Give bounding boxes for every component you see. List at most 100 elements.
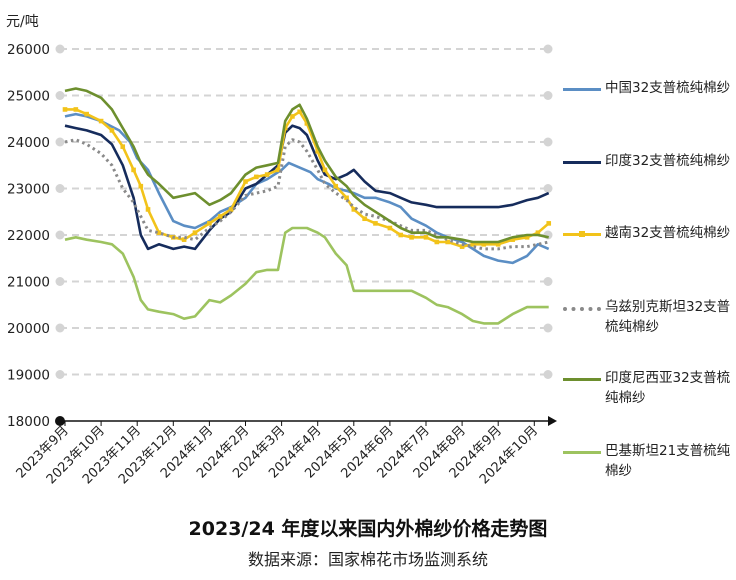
legend-label: 印度32支普梳纯棉纱 <box>605 153 731 169</box>
series-marker <box>315 149 320 154</box>
series-marker <box>243 179 248 184</box>
legend-swatch <box>563 378 601 381</box>
gridline-dot <box>55 323 65 333</box>
series-line-5 <box>64 226 549 325</box>
series-marker <box>373 221 378 226</box>
gridline-dot <box>55 184 65 193</box>
axis-origin-dot <box>55 416 65 426</box>
series-marker <box>459 244 465 249</box>
legend-item: 巴基斯坦21支普梳纯棉纱 <box>563 441 733 491</box>
series-marker <box>387 225 393 231</box>
series-marker <box>297 109 302 115</box>
gridline-dot <box>55 230 65 240</box>
legend-label: 印度尼西亚32支普梳纯棉纱 <box>605 370 731 406</box>
series-marker <box>207 221 212 226</box>
series-marker <box>228 207 234 212</box>
series-marker <box>524 235 530 240</box>
gridline-dot <box>55 277 65 286</box>
series-marker <box>217 214 223 219</box>
y-tick-label: 18000 <box>7 414 50 430</box>
x-tick-labels: 2023年9月2023年10月2023年11月2023年12月2024年1月20… <box>14 423 542 487</box>
series-marker <box>120 144 126 149</box>
gridline-dot <box>543 370 553 379</box>
series-marker <box>470 242 476 247</box>
series-marker <box>362 216 367 222</box>
gridlines <box>55 44 553 379</box>
series-marker <box>156 230 162 235</box>
gridline-dot <box>55 44 65 54</box>
series-line-1 <box>64 124 550 251</box>
gridline-dot <box>543 44 553 54</box>
series-line-3 <box>64 138 550 251</box>
legend-item: 越南32支普梳纯棉纱 <box>563 223 733 273</box>
legend-item: 印度32支普梳纯棉纱 <box>563 151 733 201</box>
series-marker <box>181 237 187 242</box>
series-marker <box>131 167 136 173</box>
legend-label: 巴基斯坦21支普梳纯棉纱 <box>605 443 731 479</box>
series-marker <box>62 107 68 112</box>
series-marker <box>290 114 295 119</box>
y-tick-labels: 18000 19000 20000 21000 22000 23000 24000 25000… <box>7 42 50 430</box>
x-axis <box>55 416 557 426</box>
legend-swatch <box>563 451 601 454</box>
legend-item: 中国32支普梳纯棉纱 <box>563 78 733 128</box>
gridline-dot <box>55 91 65 100</box>
y-tick-label: 25000 <box>7 89 50 105</box>
gridline-dot <box>55 137 65 147</box>
series-marker <box>109 128 115 133</box>
gridline-dot <box>55 370 65 379</box>
legend-marker <box>579 231 585 237</box>
series-marker <box>84 111 89 117</box>
gridline-dot <box>543 323 553 333</box>
y-axis-label: 元/吨 <box>6 14 39 30</box>
gridline-dot <box>543 277 553 286</box>
series-marker <box>264 172 270 177</box>
gridline-dot <box>543 137 553 147</box>
series-marker <box>546 221 552 226</box>
series-marker <box>351 207 357 212</box>
series-line-2 <box>65 108 550 248</box>
series-marker <box>481 242 487 247</box>
series-marker <box>275 167 281 173</box>
y-tick-label: 23000 <box>7 182 50 198</box>
series-marker <box>304 121 310 126</box>
y-tick-label: 19000 <box>7 368 50 384</box>
series-marker <box>192 230 198 235</box>
series-marker <box>73 107 79 112</box>
series-marker <box>409 235 414 240</box>
series-marker <box>495 242 501 247</box>
legend-item: 印度尼西亚32支普梳纯棉纱 <box>563 368 733 418</box>
chart-source: 数据来源：国家棉花市场监测系统 <box>247 550 488 569</box>
series-marker <box>535 230 541 235</box>
legend-swatch <box>563 88 601 91</box>
legend-label: 中国32支普梳纯棉纱 <box>605 80 731 96</box>
legend-swatch <box>563 161 601 164</box>
gridline-dot <box>543 184 553 193</box>
series-marker <box>145 207 151 212</box>
legend-label: 乌兹别克斯坦32支普梳纯棉纱 <box>605 299 731 335</box>
series-marker <box>254 174 259 180</box>
series-marker <box>445 239 450 245</box>
series-marker <box>510 237 515 242</box>
chart-title: 2023/24 年度以来国内外棉纱价格走势图 <box>188 518 548 540</box>
y-tick-label: 22000 <box>7 228 50 244</box>
series-marker <box>333 183 339 189</box>
series-marker <box>434 239 440 245</box>
series-marker <box>344 195 349 201</box>
series-marker <box>322 167 328 173</box>
series-marker <box>398 232 404 238</box>
x-axis-arrow <box>548 416 557 426</box>
series-line-0 <box>64 112 550 265</box>
y-tick-label: 26000 <box>7 42 50 58</box>
series-lines <box>62 87 552 325</box>
legend-label: 越南32支普梳纯棉纱 <box>605 225 731 241</box>
y-tick-label: 20000 <box>7 321 50 337</box>
legend-swatch <box>563 307 601 311</box>
series-marker <box>423 235 429 240</box>
series-marker <box>138 183 144 189</box>
y-tick-label: 24000 <box>7 135 50 151</box>
series-line-4 <box>64 87 549 244</box>
legend-item: 乌兹别克斯坦32支普梳纯棉纱 <box>563 297 733 347</box>
gridline-dot <box>543 91 553 100</box>
